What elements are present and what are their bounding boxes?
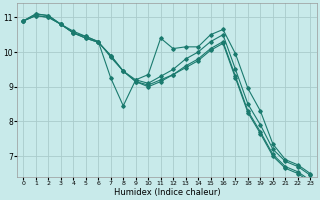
X-axis label: Humidex (Indice chaleur): Humidex (Indice chaleur) (114, 188, 220, 197)
